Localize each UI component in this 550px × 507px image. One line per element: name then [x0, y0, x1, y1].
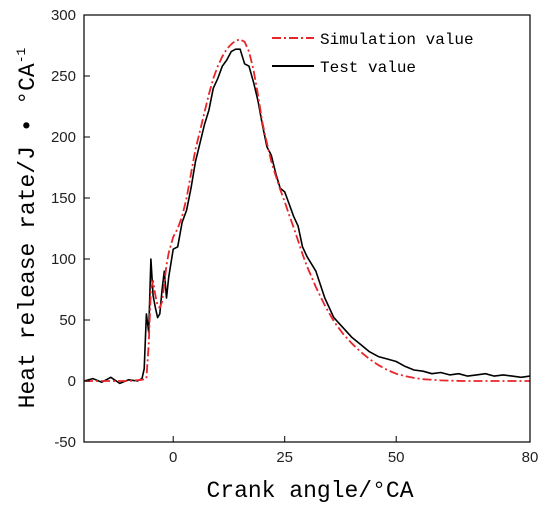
legend-label-test: Test value — [320, 59, 416, 77]
plot-frame — [83, 14, 531, 443]
y-tick-label: 250 — [51, 68, 76, 85]
x-tick-label: 50 — [388, 449, 405, 466]
y-tick-label: 150 — [51, 190, 76, 207]
y-tick-label: 0 — [68, 373, 76, 390]
y-tick-label: 300 — [51, 7, 76, 24]
x-tick-label: 80 — [522, 449, 539, 466]
y-tick-label: 50 — [59, 312, 76, 329]
series-line-simulation — [84, 38, 530, 382]
y-axis-title-main: Heat release rate/J • °CA — [15, 63, 41, 408]
x-tick-label: 25 — [276, 449, 293, 466]
legend-label-simulation: Simulation value — [320, 31, 474, 49]
y-tick-label: -50 — [54, 434, 76, 451]
y-axis-title-group: Heat release rate/J • °CA-1 — [14, 47, 41, 408]
series-line-test — [83, 48, 531, 385]
y-axis-title: Heat release rate/J • °CA-1 — [14, 47, 41, 408]
x-axis-title: Crank angle/°CA — [206, 478, 413, 504]
y-axis-title-superscript: -1 — [14, 47, 29, 63]
x-tick-label: 0 — [169, 449, 177, 466]
y-tick-label: 200 — [51, 129, 76, 146]
y-tick-label: 100 — [51, 251, 76, 268]
legend: Simulation value Test value — [272, 31, 474, 77]
